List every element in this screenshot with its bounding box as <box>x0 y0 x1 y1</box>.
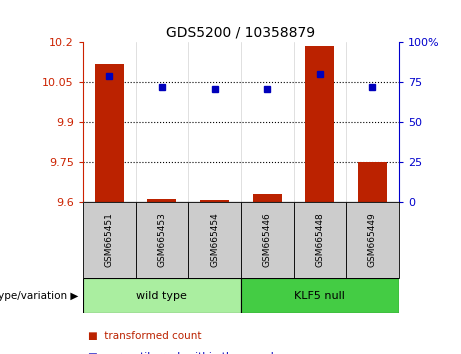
Text: KLF5 null: KLF5 null <box>295 291 345 301</box>
Bar <box>241 278 399 313</box>
Bar <box>305 46 334 202</box>
Bar <box>294 202 346 278</box>
Bar <box>148 199 177 202</box>
Bar <box>241 202 294 278</box>
Bar <box>253 194 282 202</box>
Text: ■  transformed count: ■ transformed count <box>88 331 201 341</box>
Bar <box>188 202 241 278</box>
Text: GSM665448: GSM665448 <box>315 212 325 267</box>
Text: genotype/variation ▶: genotype/variation ▶ <box>0 291 78 301</box>
Text: GSM665454: GSM665454 <box>210 212 219 267</box>
Title: GDS5200 / 10358879: GDS5200 / 10358879 <box>166 26 315 40</box>
Text: GSM665451: GSM665451 <box>105 212 114 267</box>
Bar <box>136 202 188 278</box>
Text: ■  percentile rank within the sample: ■ percentile rank within the sample <box>88 352 280 354</box>
Bar <box>358 162 387 202</box>
Bar <box>83 278 241 313</box>
Bar <box>83 202 136 278</box>
Text: GSM665446: GSM665446 <box>263 212 272 267</box>
Bar <box>346 202 399 278</box>
Text: wild type: wild type <box>136 291 187 301</box>
Text: GSM665449: GSM665449 <box>368 212 377 267</box>
Text: GSM665453: GSM665453 <box>157 212 166 267</box>
Bar <box>95 64 124 202</box>
Bar <box>200 200 229 202</box>
